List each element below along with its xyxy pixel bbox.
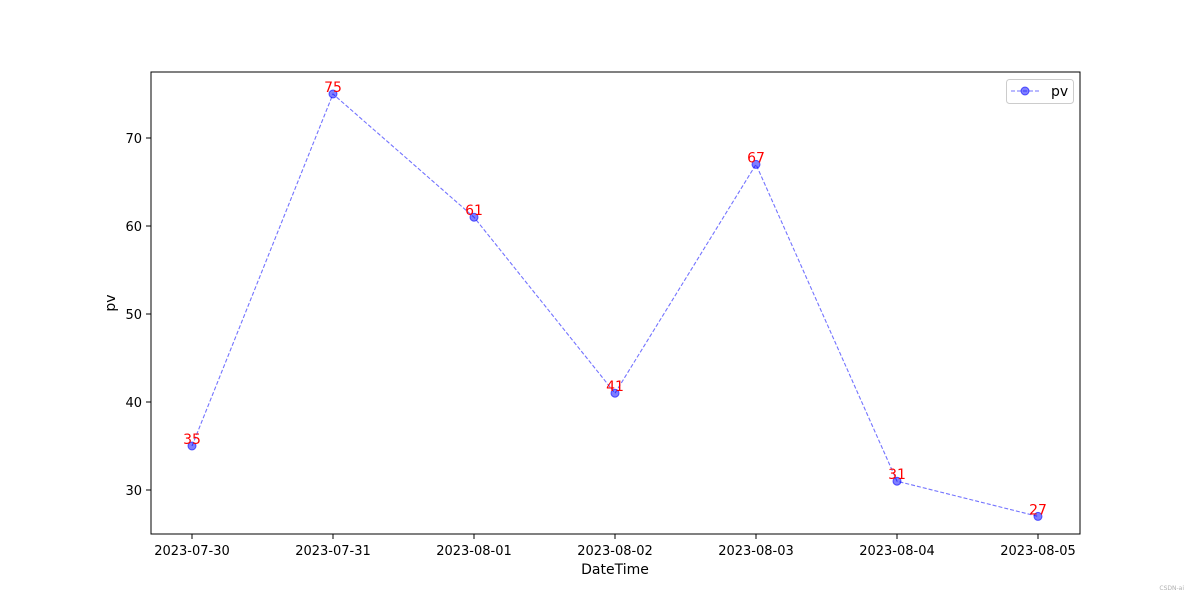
y-tick-label: 40 xyxy=(125,396,142,411)
x-tick-label: 2023-08-04 xyxy=(859,544,935,559)
x-tick-label: 2023-08-05 xyxy=(1000,544,1076,559)
data-point xyxy=(610,388,620,398)
series-line xyxy=(191,93,1039,517)
data-point xyxy=(328,89,338,99)
plot-area xyxy=(150,71,1081,535)
x-tick-label: 2023-07-30 xyxy=(154,544,230,559)
data-point xyxy=(187,441,197,451)
y-tick-label: 60 xyxy=(125,220,142,235)
data-label: 35 xyxy=(183,432,201,448)
watermark: CSDN-ai xyxy=(1159,585,1184,592)
y-axis: 30 40 50 60 70 xyxy=(125,132,151,499)
data-label: 61 xyxy=(465,203,483,219)
x-axis-title: DateTime xyxy=(581,562,649,578)
data-label: 31 xyxy=(888,467,906,483)
x-tick-label: 2023-08-01 xyxy=(436,544,512,559)
y-tick-label: 70 xyxy=(125,132,142,147)
series-pv xyxy=(187,89,1043,521)
plot-border xyxy=(150,71,1081,535)
data-point xyxy=(1033,511,1043,521)
data-point xyxy=(892,476,902,486)
x-tick-label: 2023-07-31 xyxy=(295,544,371,559)
data-label: 27 xyxy=(1029,502,1047,518)
x-axis: 2023-07-30 2023-07-31 2023-08-01 2023-08-02… xyxy=(154,534,1076,559)
x-tick-label: 2023-08-03 xyxy=(718,544,794,559)
data-label: 75 xyxy=(324,80,342,96)
x-tick-label: 2023-08-02 xyxy=(577,544,653,559)
y-axis-title: pv xyxy=(103,294,119,311)
legend: pv xyxy=(1006,79,1074,104)
data-point xyxy=(469,212,479,222)
data-point xyxy=(751,159,761,169)
legend-label: pv xyxy=(1051,84,1068,100)
data-labels: 35 75 61 41 67 31 27 xyxy=(183,80,1047,518)
legend-box xyxy=(1006,79,1074,104)
y-tick-label: 50 xyxy=(125,308,142,323)
legend-marker xyxy=(1020,86,1030,96)
y-tick-label: 30 xyxy=(125,484,142,499)
data-label: 41 xyxy=(606,379,624,395)
data-label: 67 xyxy=(747,150,765,166)
